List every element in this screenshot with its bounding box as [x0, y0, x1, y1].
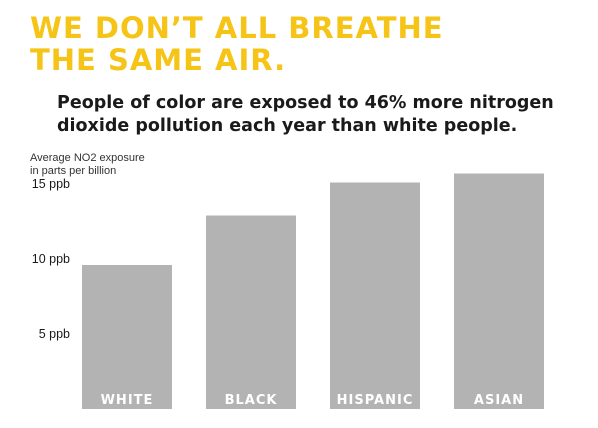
bar-asian: [454, 173, 544, 409]
headline: WE DON’T ALL BREATHE THE SAME AIR.: [30, 12, 590, 76]
subheadline-line-1: People of color are exposed to 46% more …: [57, 93, 554, 113]
subheadline-line-2: dioxide pollution each year than white p…: [57, 116, 518, 136]
y-tick-label-0: 5 ppb: [39, 327, 70, 341]
y-axis-label-line-1: Average NO2 exposure: [30, 152, 145, 164]
bar-hispanic: [330, 182, 420, 409]
category-label-black: BLACK: [225, 393, 278, 408]
category-label-hispanic: HISPANIC: [337, 393, 414, 408]
bar-black: [206, 215, 296, 409]
y-tick-label-2: 15 ppb: [32, 177, 70, 191]
subheadline: People of color are exposed to 46% more …: [57, 92, 587, 138]
y-axis-label-line-2: in parts per billion: [30, 165, 117, 177]
y-tick-label-1: 10 ppb: [32, 252, 70, 266]
headline-line-2: THE SAME AIR.: [30, 43, 287, 77]
bar-white: [82, 265, 172, 409]
category-label-white: WHITE: [101, 393, 154, 408]
y-axis-label: Average NO2 exposure in parts per billio…: [30, 152, 210, 178]
headline-line-1: WE DON’T ALL BREATHE: [30, 11, 444, 45]
category-label-asian: ASIAN: [474, 393, 524, 408]
